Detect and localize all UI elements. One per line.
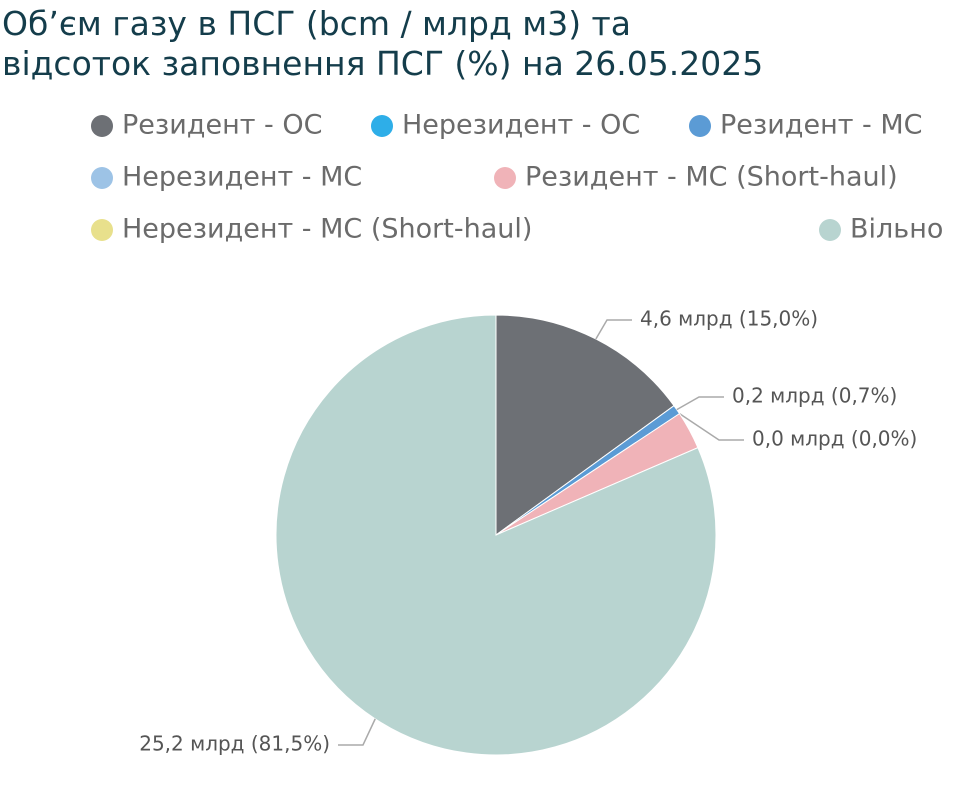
leader-line	[679, 413, 744, 441]
chart-title: відсоток заповнення ПСГ (%) на 26.05.202…	[2, 44, 763, 83]
legend-label: Нерезидент - МС (Short-haul)	[122, 214, 532, 245]
leader-line	[676, 396, 724, 411]
legend-swatch	[494, 167, 516, 189]
data-label: 4,6 млрд (15,0%)	[640, 307, 818, 331]
legend-label: Нерезидент - МС	[122, 162, 362, 193]
legend-swatch	[819, 219, 841, 241]
chart-title: Об’єм газу в ПСГ (bcm / млрд м3) та	[2, 4, 631, 43]
data-label: 25,2 млрд (81,5%)	[139, 732, 330, 756]
legend-swatch	[371, 115, 393, 137]
legend-swatch	[91, 167, 113, 189]
leader-line	[595, 319, 632, 340]
legend-swatch	[91, 219, 113, 241]
pie-slice	[275, 314, 717, 756]
legend-label: Резидент - ОС	[122, 110, 322, 141]
data-label: 0,0 млрд (0,0%)	[752, 427, 917, 451]
legend-swatch	[91, 115, 113, 137]
legend-label: Резидент - МС (Short-haul)	[525, 162, 898, 193]
data-label: 0,2 млрд (0,7%)	[732, 384, 897, 408]
legend-label: Нерезидент - ОС	[402, 110, 640, 141]
leader-line	[338, 718, 376, 746]
legend-swatch	[689, 115, 711, 137]
legend-label: Резидент - МС	[720, 110, 923, 141]
legend-label: Вільно	[850, 214, 943, 245]
pie-slice	[495, 314, 675, 536]
